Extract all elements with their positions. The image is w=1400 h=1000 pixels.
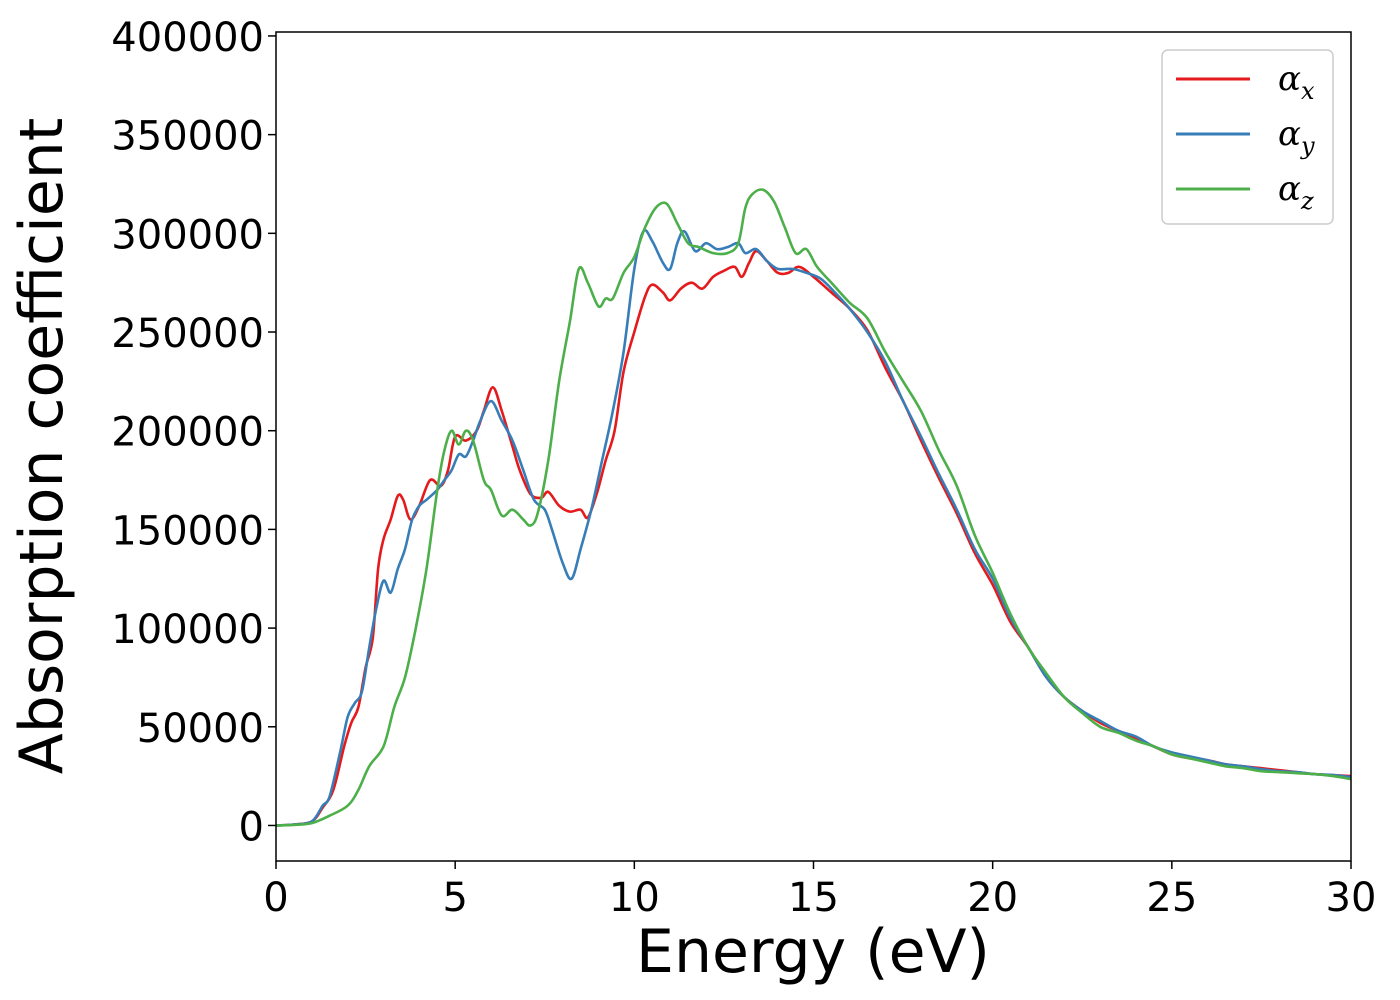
x-axis-label: Energy (eV): [636, 917, 990, 987]
y-tick-label: 100000: [111, 607, 264, 653]
x-tick-label: 30: [1326, 875, 1377, 921]
y-tick-label: 250000: [111, 311, 264, 357]
series-line-y: [276, 228, 1351, 827]
x-tick-label: 20: [967, 875, 1018, 921]
x-tick-label: 10: [609, 875, 660, 921]
series-lines: [276, 188, 1351, 827]
y-axis-ticks: 0 50000 100000 150000 200000 250000 300000 3500…: [111, 15, 276, 850]
x-tick-label: 5: [442, 875, 467, 921]
y-tick-label: 300000: [111, 212, 264, 258]
x-tick-label: 15: [788, 875, 839, 921]
series-line-z: [276, 188, 1351, 827]
x-axis-ticks: 0 5 10 15 20 25 30: [263, 861, 1376, 921]
y-tick-label: 0: [239, 804, 264, 850]
y-tick-label: 200000: [111, 410, 264, 456]
x-tick-label: 25: [1146, 875, 1197, 921]
y-tick-label: 400000: [111, 15, 264, 61]
y-tick-label: 50000: [137, 706, 264, 752]
series-line-x: [276, 249, 1351, 827]
y-tick-label: 350000: [111, 114, 264, 160]
y-axis-label: Absorption coefficient: [7, 118, 77, 775]
y-tick-label: 150000: [111, 508, 264, 554]
legend-box: [1161, 49, 1334, 225]
x-tick-label: 0: [263, 875, 288, 921]
